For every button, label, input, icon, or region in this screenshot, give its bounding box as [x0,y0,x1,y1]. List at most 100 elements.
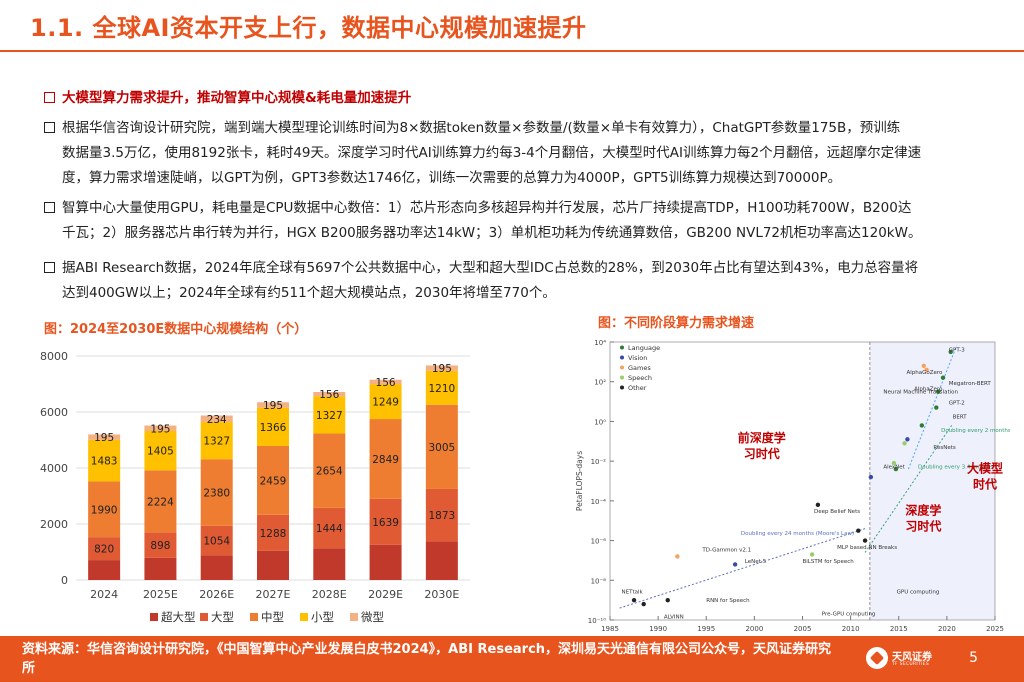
bar-segment [313,392,346,397]
era-callout: 习时代 [905,518,941,533]
page-title: 1.1. 全球AI资本开支上行，数据中心规模加速提升 [30,14,587,42]
model-annotation: TD-Gammon v2.1 [701,548,751,554]
data-label: 898 [150,540,170,552]
data-point [940,375,946,380]
bar-segment [88,481,121,538]
logo-text-cn: 天风证券 [892,652,932,663]
x-tick-label: 2024 [90,588,118,601]
model-annotation: ResNets [933,445,955,451]
era-callout: 前深度学 [738,430,786,445]
legend-label: 大型 [211,610,234,624]
logo-text-en: TF SECURITIES [892,662,930,667]
data-label: 1990 [91,504,118,516]
bullet-line: 根据华信咨询设计研究院，端到端大模型理论训练时间为8×数据token数量×参数量… [62,120,901,136]
bar-segment [425,370,458,405]
data-point [809,552,815,557]
x-tick-label: 2027E [256,588,291,601]
data-point [891,460,897,466]
data-point [902,441,907,446]
right-figure-caption: 图：不同阶段算力需求增速 [598,316,755,331]
bar-segment [369,544,402,580]
bullet-line: 数据量3.5万亿，使用8192张卡，耗时49天。深度学习时代AI训练算力约每3-… [62,145,922,161]
bar-segment [257,445,289,515]
model-annotation: Neural Machine Translation [883,389,958,395]
bar-segment [369,379,402,385]
y-tick-label: 4000 [40,462,68,475]
bar-segment [313,433,346,508]
bar-segment [257,407,289,446]
left-figure-caption: 图：2024至2030E数据中心规模结构（个） [44,322,308,337]
data-point [924,367,929,372]
bar-segment [88,439,121,482]
data-label: 1405 [147,446,174,458]
data-point [675,554,680,559]
bullet-paragraph-1: 根据华信咨询设计研究院，端到端大模型理论训练时间为8×数据token数量×参数量… [44,116,1004,191]
data-label: 195 [432,363,452,375]
checkbox-bullet-icon [44,122,55,133]
page-number: 5 [969,650,978,666]
model-annotation: Pre-GPU computing [822,612,876,618]
data-label: 820 [94,544,114,556]
data-label: 2224 [147,496,174,508]
bar-segment [369,498,402,545]
model-annotation: RNN for Speech [706,598,750,604]
model-annotation: GPT-2 [949,400,965,406]
model-annotation: AlphaGoZero [906,370,943,376]
x-tick-label: 2020 [938,625,956,633]
y-tick-label: 10⁻⁸ [591,577,607,585]
x-tick-label: 2005 [794,625,812,633]
data-label: 1873 [428,510,455,522]
legend-swatch [150,613,158,621]
y-tick-label: 10⁻¹⁰ [588,617,606,625]
y-tick-label: 10⁰ [594,418,606,426]
data-label: 195 [94,432,114,444]
data-label: 156 [319,389,339,401]
data-point [934,405,939,410]
deep-learning-trend [864,425,953,553]
legend-label: Other [628,384,647,392]
bar-segment [144,557,177,580]
logo-mark-icon [866,647,888,669]
data-label: 3005 [428,442,455,454]
data-point [905,437,910,442]
x-tick-label: 2028E [312,588,347,601]
data-point [665,597,670,603]
datacenter-stacked-bar-chart: 0 2000 4000 6000 8000 820 1990 1483 195 2024 898 22… [40,350,470,624]
data-point [893,466,899,472]
checkbox-bullet-icon [44,202,55,213]
data-point [919,423,925,428]
bar-segment [88,560,121,580]
x-tick-label: 1990 [649,625,667,633]
era-callout: 大模型 [967,461,1003,476]
bar-segment [257,514,289,551]
bullet-line: 千瓦；2）服务器芯片串行转为并行，HGX B200服务器功率达14kW；3）单机… [62,225,922,241]
bar-segment [88,434,121,440]
x-tick-label: 2010 [842,625,860,633]
moores-law-trend [619,528,866,609]
model-annotation: GPU computing [897,589,940,595]
bullet-heading: 大模型算力需求提升，推动智算中心规模&耗电量加速提升 [44,86,411,111]
bar-segment [88,537,121,561]
data-point [921,363,926,369]
y-tick-label: 6000 [40,406,68,419]
bar-segment [144,470,177,533]
x-tick-label: 1985 [601,625,619,633]
legend-label: 中型 [261,610,284,624]
data-point [936,389,941,394]
legend-marker [620,385,624,390]
x-tick-label: 2030E [424,588,459,601]
model-annotation: LeNet-5 [745,559,767,565]
bar-segment [200,459,233,526]
data-point [868,474,874,480]
data-label: 2380 [203,488,230,500]
y-tick-label: 8000 [40,350,68,363]
legend-label: 超大型 [161,610,196,624]
title-divider [0,50,1024,52]
bar-segment [313,396,346,434]
model-annotation: AlexNet [883,464,905,470]
model-annotation: MLP based NN Breaks [837,545,897,551]
bar-segment [200,555,233,580]
model-annotation: Doubling every 24 months (Moore's Law) [741,531,854,537]
data-label: 1249 [372,397,399,409]
legend-swatch [300,613,308,621]
